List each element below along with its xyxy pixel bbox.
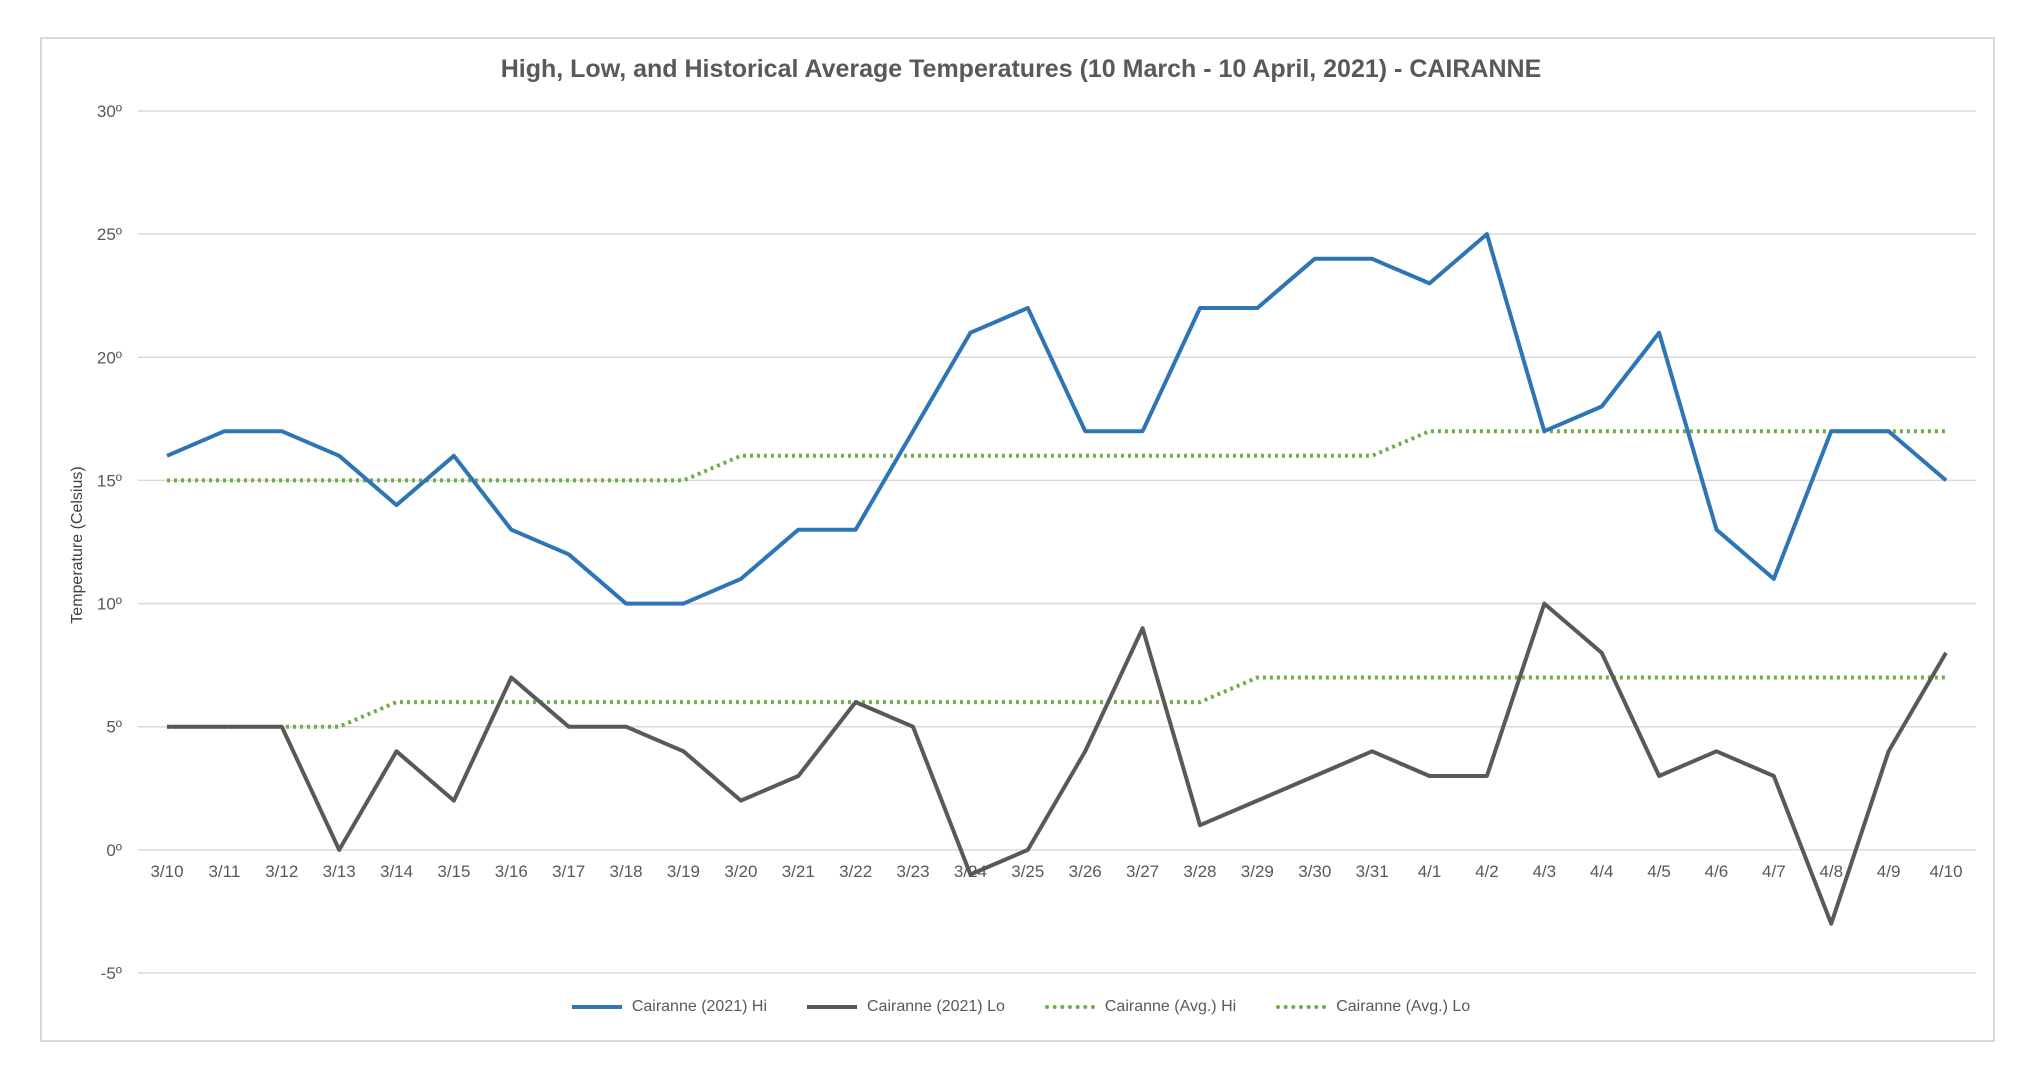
legend-swatch bbox=[1044, 1005, 1095, 1009]
x-tick-label: 3/20 bbox=[724, 862, 757, 881]
x-tick-label: 3/15 bbox=[437, 862, 470, 881]
x-tick-label: 4/5 bbox=[1647, 862, 1671, 881]
legend-item: Cairanne (Avg.) Lo bbox=[1276, 998, 1470, 1016]
x-tick-label: 3/26 bbox=[1069, 862, 1102, 881]
x-tick-label: 3/30 bbox=[1298, 862, 1331, 881]
series-line-cairanne-avg-lo bbox=[167, 675, 1946, 729]
x-tick-label: 3/25 bbox=[1011, 862, 1044, 881]
x-tick-label: 4/3 bbox=[1532, 862, 1556, 881]
y-tick-label: 30º bbox=[97, 102, 122, 121]
series-line-cairanne-2021-lo bbox=[167, 601, 1948, 926]
x-tick-label: 4/2 bbox=[1475, 862, 1499, 881]
legend-item: Cairanne (2021) Hi bbox=[571, 998, 767, 1016]
x-tick-label: 3/11 bbox=[208, 862, 240, 881]
series-line-cairanne-2021-hi bbox=[166, 232, 1948, 606]
series-line-cairanne-avg-hi bbox=[167, 429, 1946, 483]
y-tick-label: 15º bbox=[97, 471, 122, 490]
y-tick-label: 25º bbox=[97, 225, 122, 244]
x-tick-label: 4/7 bbox=[1762, 862, 1786, 881]
x-tick-label: 4/4 bbox=[1590, 862, 1614, 881]
x-tick-label: 3/13 bbox=[323, 862, 356, 881]
y-tick-label: 0º bbox=[106, 841, 122, 860]
legend-label: Cairanne (2021) Lo bbox=[867, 998, 1005, 1015]
legend: Cairanne (2021) Hi Cairanne (2021) Lo Cair… bbox=[0, 998, 2042, 1016]
x-tick-label: 3/22 bbox=[839, 862, 872, 881]
legend-swatch bbox=[1276, 1005, 1327, 1009]
x-tick-label: 4/10 bbox=[1929, 862, 1962, 881]
x-tick-label: 3/16 bbox=[495, 862, 528, 881]
x-tick-label: 4/9 bbox=[1877, 862, 1901, 881]
legend-swatch bbox=[571, 1005, 622, 1009]
chart-frame bbox=[40, 37, 1995, 1042]
chart-title: High, Low, and Historical Average Temper… bbox=[500, 55, 1542, 83]
x-tick-label: 3/14 bbox=[380, 862, 413, 881]
x-tick-label: 3/23 bbox=[896, 862, 929, 881]
x-tick-label: 4/8 bbox=[1819, 862, 1843, 881]
x-tick-label: 3/27 bbox=[1126, 862, 1159, 881]
x-tick-label: 3/19 bbox=[667, 862, 700, 881]
x-tick-label: 3/18 bbox=[610, 862, 643, 881]
x-tick-label: 3/28 bbox=[1183, 862, 1216, 881]
x-tick-label: 3/12 bbox=[265, 862, 298, 881]
y-tick-label: 20º bbox=[97, 348, 122, 367]
x-tick-label: 3/21 bbox=[782, 862, 815, 881]
x-tick-label: 3/10 bbox=[150, 862, 183, 881]
legend-label: Cairanne (2021) Hi bbox=[631, 998, 767, 1015]
legend-swatch bbox=[807, 1005, 857, 1009]
legend-label: Cairanne (Avg.) Hi bbox=[1104, 998, 1237, 1015]
legend-item: Cairanne (2021) Lo bbox=[807, 998, 1005, 1016]
x-tick-label: 3/17 bbox=[552, 862, 585, 881]
legend-item: Cairanne (Avg.) Hi bbox=[1044, 998, 1237, 1016]
x-tick-label: 4/1 bbox=[1418, 862, 1442, 881]
x-tick-label: 3/29 bbox=[1241, 862, 1274, 881]
x-tick-label: 3/31 bbox=[1356, 862, 1389, 881]
y-tick-label: 10º bbox=[97, 595, 122, 614]
legend-label: Cairanne (Avg.) Lo bbox=[1336, 998, 1471, 1015]
y-tick-label: 5º bbox=[106, 718, 122, 737]
y-tick-label: -5º bbox=[101, 964, 122, 983]
x-tick-label: 4/6 bbox=[1705, 862, 1729, 881]
